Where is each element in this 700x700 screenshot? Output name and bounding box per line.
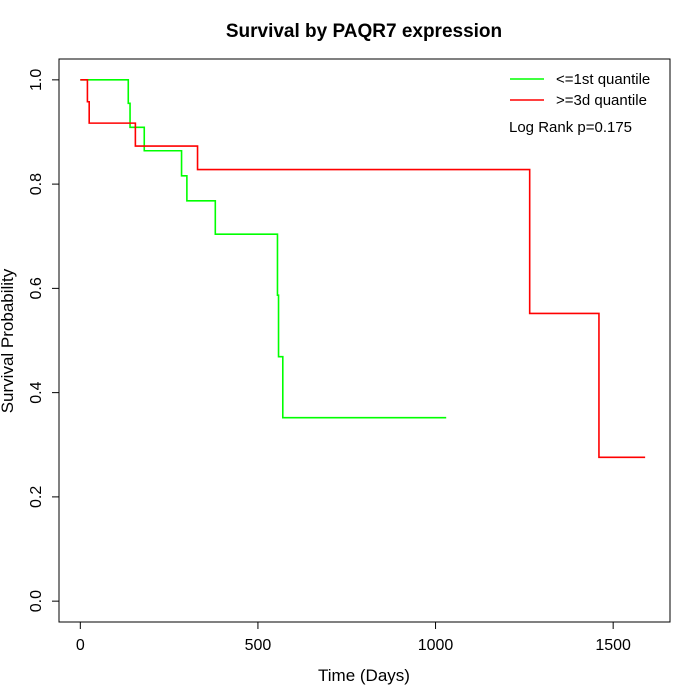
- y-tick-label: 1.0: [28, 69, 45, 91]
- x-tick-label: 0: [76, 637, 85, 654]
- x-tick-label: 500: [245, 637, 272, 654]
- legend: <=1st quantile >=3d quantile Log Rank p=…: [509, 71, 650, 136]
- x-tick-label: 1000: [418, 637, 454, 654]
- y-tick-label: 0.6: [28, 277, 45, 299]
- y-axis-title: Survival Probability: [0, 268, 17, 413]
- series-line-2: [80, 79, 646, 459]
- series-line-1: [80, 79, 447, 419]
- plot-frame: [58, 58, 671, 623]
- chart-title: Survival by PAQR7 expression: [226, 21, 502, 42]
- y-tick-label: 0.2: [28, 486, 45, 508]
- x-axis: 0 500 1000 1500: [76, 621, 631, 654]
- y-tick-label: 0.4: [28, 381, 45, 403]
- series-layer: [80, 79, 646, 459]
- log-rank-annotation: Log Rank p=0.175: [509, 119, 632, 136]
- legend-label-series-1: <=1st quantile: [556, 71, 650, 88]
- y-axis: 0.0 0.2 0.4 0.6 0.8 1.0: [28, 69, 60, 612]
- x-tick-label: 1500: [595, 637, 631, 654]
- x-axis-title: Time (Days): [318, 666, 410, 685]
- y-tick-label: 0.0: [28, 590, 45, 612]
- legend-label-series-2: >=3d quantile: [556, 92, 647, 109]
- y-tick-label: 0.8: [28, 173, 45, 195]
